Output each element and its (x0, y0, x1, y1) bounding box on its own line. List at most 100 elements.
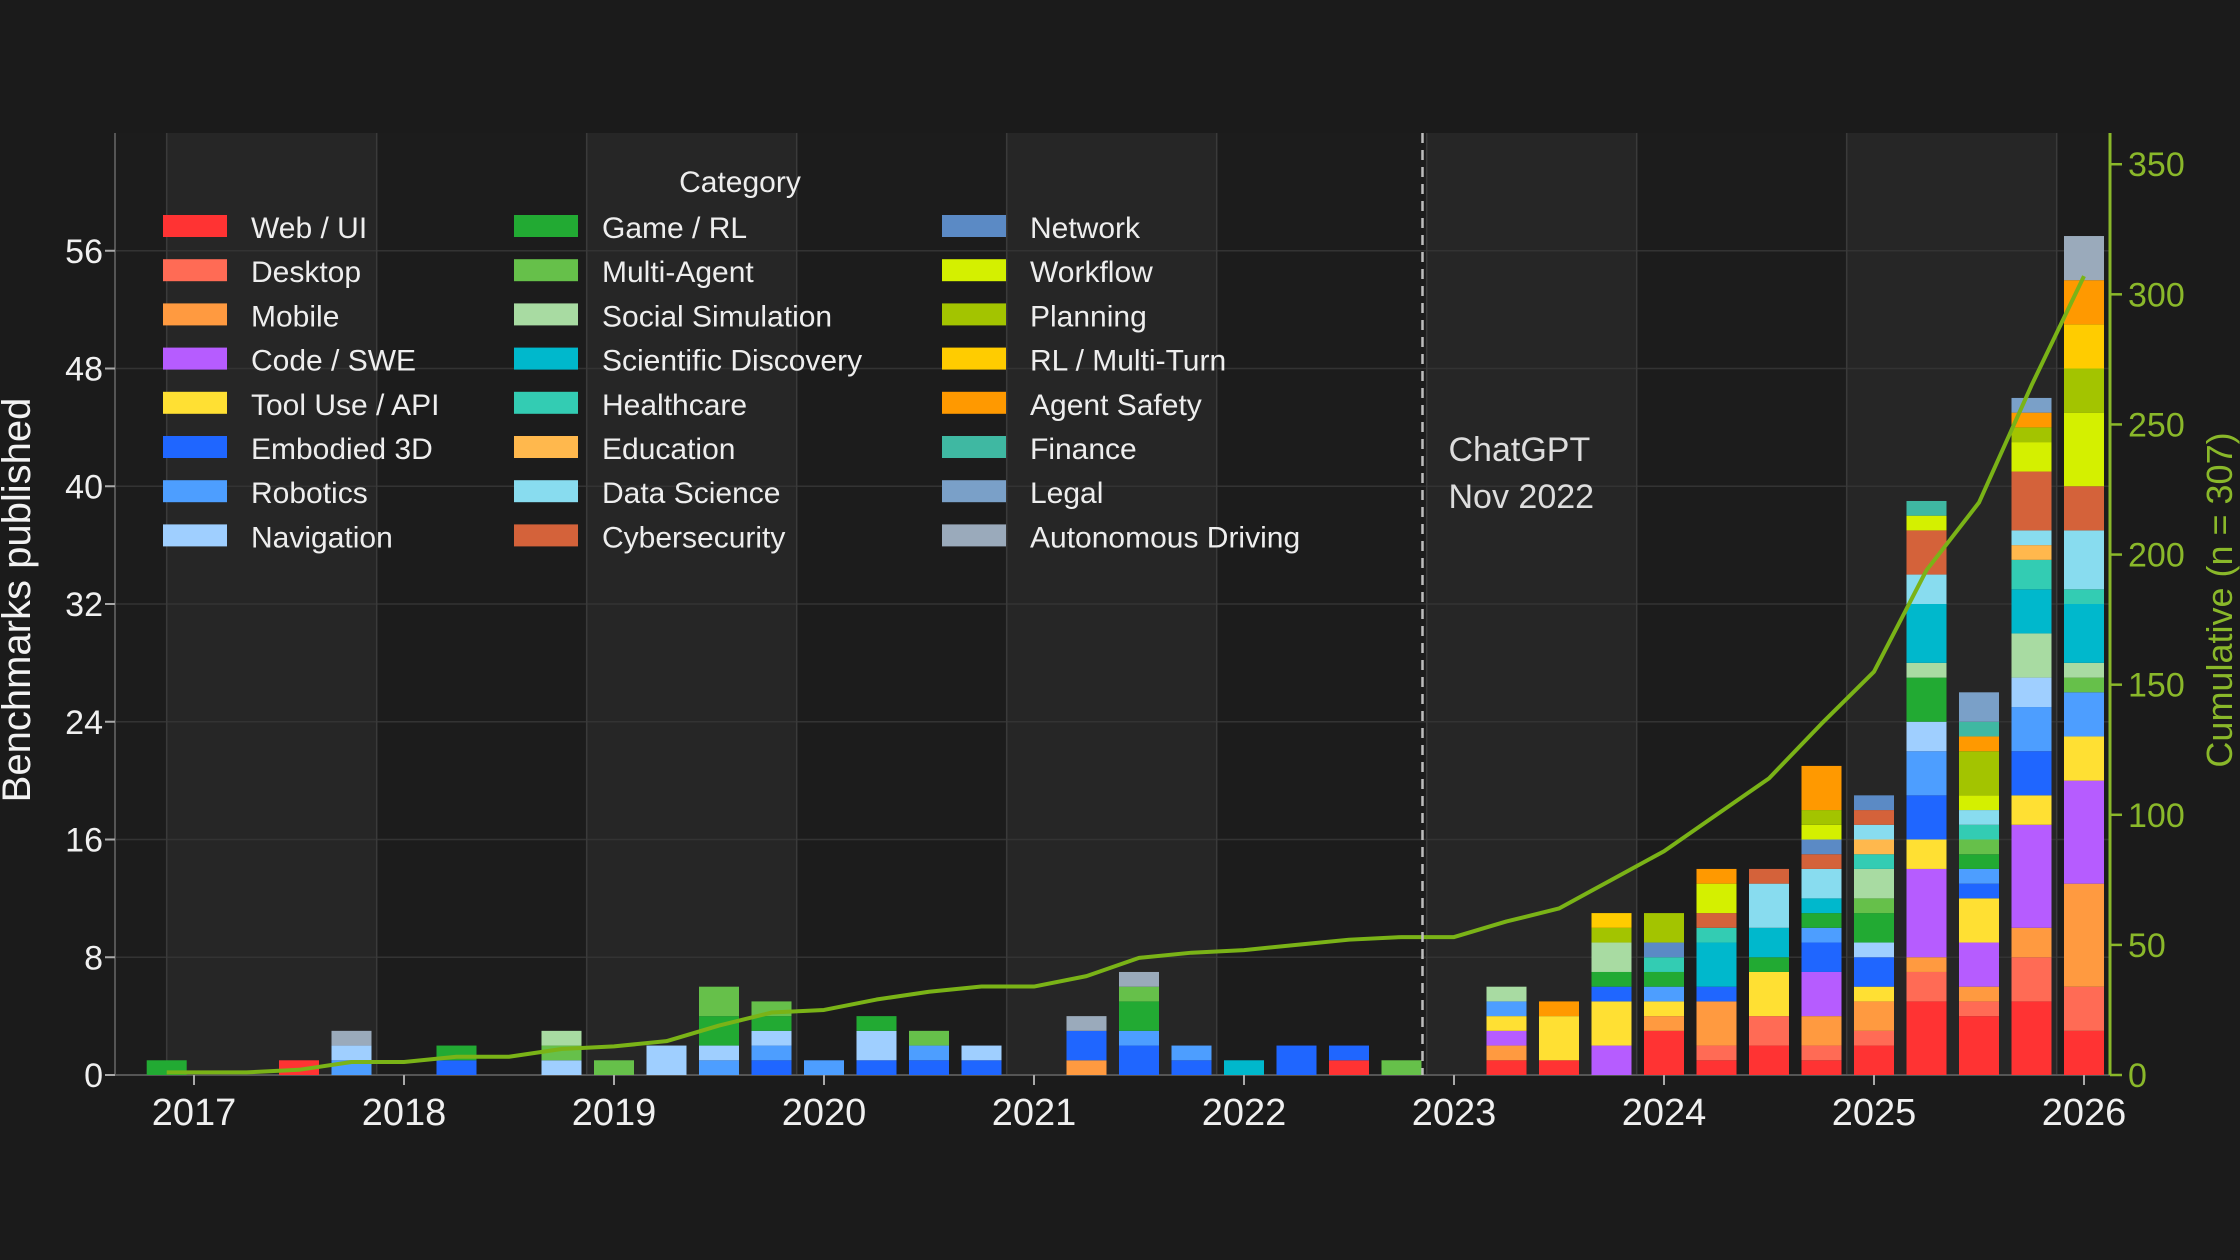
bar-segment (961, 1060, 1002, 1075)
x-tick-label: 2020 (782, 1092, 867, 1134)
bar-segment (961, 1045, 1002, 1061)
bar-stack (1801, 765, 1842, 1075)
bar-segment (1591, 1045, 1632, 1075)
bar-segment (751, 1045, 792, 1061)
x-tick-label: 2024 (1622, 1092, 1707, 1134)
bar-segment (2064, 604, 2104, 663)
legend-swatch (163, 436, 227, 458)
bar-segment (2011, 707, 2052, 752)
bar-segment (2011, 633, 2052, 678)
bar-segment (1906, 971, 1947, 1002)
bar-segment (2011, 927, 2052, 958)
bar-segment (331, 1030, 372, 1046)
bar-stack (2064, 236, 2104, 1075)
bar-segment (1854, 957, 1894, 987)
legend-swatch (514, 480, 578, 503)
legend-label: Game / RL (602, 212, 747, 245)
bar-stack (1539, 1001, 1579, 1075)
x-tick-label: 2017 (152, 1092, 237, 1134)
bar-segment (699, 986, 739, 1017)
bar-stack (1486, 986, 1527, 1075)
y2-tick-label: 250 (2128, 406, 2185, 444)
bar-segment (2011, 957, 2052, 1002)
legend-label: Planning (1030, 300, 1147, 333)
bar-segment (2064, 692, 2104, 737)
x-tick-label: 2018 (362, 1092, 447, 1134)
x-tick-label: 2026 (2042, 1092, 2127, 1134)
bar-segment (1801, 898, 1842, 914)
bar-segment (1486, 1001, 1527, 1017)
bar-segment (1959, 751, 1999, 796)
bar-segment (1959, 839, 1999, 855)
bar-segment (2011, 471, 2052, 531)
legend-label: Web / UI (251, 212, 367, 245)
legend-swatch (514, 391, 578, 414)
bar-stack (1906, 500, 1947, 1075)
bar-segment (1644, 957, 1684, 972)
legend-label: Robotics (251, 477, 368, 510)
bar-segment (2064, 736, 2104, 781)
bar-segment (1171, 1045, 1212, 1061)
y2-tick-label: 0 (2128, 1057, 2147, 1095)
bar-segment (1854, 1045, 1894, 1075)
bar-segment (2011, 427, 2052, 443)
bar-segment (2064, 780, 2104, 884)
legend-label: Tool Use / API (251, 389, 439, 422)
bar-segment (1854, 839, 1894, 855)
bar-segment (2064, 677, 2104, 693)
bar-segment (1801, 810, 1842, 825)
bar-segment (1591, 986, 1632, 1002)
y-tick-label: 0 (84, 1057, 103, 1095)
bar-segment (1854, 1030, 1894, 1046)
legend-swatch (942, 215, 1006, 237)
bar-segment (2064, 486, 2104, 531)
bar-segment (1696, 1001, 1737, 1046)
legend-swatch (942, 436, 1006, 458)
bar-stack (1696, 868, 1737, 1075)
bar-segment (1119, 971, 1159, 987)
bar-segment (909, 1060, 949, 1075)
bar-segment (1591, 971, 1632, 987)
bar-segment (1959, 883, 1999, 899)
bar-segment (2011, 589, 2052, 634)
bar-segment (1644, 971, 1684, 987)
legend-label: Network (1030, 212, 1141, 245)
bar-segment (2064, 324, 2104, 369)
bar-segment (1066, 1030, 1107, 1061)
bar-stack (1066, 1016, 1107, 1075)
bar-stack (2011, 397, 2052, 1075)
legend-label: Multi-Agent (602, 256, 754, 289)
bar-segment (1959, 942, 1999, 987)
bar-segment (1801, 854, 1842, 869)
legend-label: Code / SWE (251, 345, 416, 378)
bar-segment (1906, 677, 1947, 722)
stacked-bars (146, 236, 2104, 1075)
bar-stack (1644, 913, 1684, 1075)
bar-segment (1381, 1060, 1422, 1075)
y2-tick-label: 150 (2128, 667, 2185, 705)
bar-segment (1539, 1001, 1579, 1017)
legend-swatch (163, 303, 227, 326)
bar-stack (856, 1016, 897, 1075)
bar-segment (856, 1016, 897, 1031)
bar-segment (1644, 1001, 1684, 1017)
bar-segment (646, 1045, 687, 1075)
legend-swatch (163, 347, 227, 370)
y-tick-label: 32 (65, 586, 103, 624)
legend-label: Workflow (1030, 256, 1153, 289)
legend-swatch (514, 215, 578, 237)
legend-label: Legal (1030, 477, 1103, 510)
legend-label: Navigation (251, 521, 393, 554)
bar-stack (1381, 1060, 1422, 1075)
bar-segment (1696, 913, 1737, 928)
bar-segment (2064, 412, 2104, 487)
bar-segment (1854, 898, 1894, 914)
legend-swatch (514, 436, 578, 458)
y2-tick-label: 350 (2128, 146, 2185, 184)
bar-segment (1171, 1060, 1212, 1075)
y-tick-label: 8 (84, 939, 103, 977)
bar-segment (1539, 1060, 1579, 1075)
bar-segment (1066, 1016, 1107, 1031)
bar-segment (1906, 500, 1947, 516)
legend-swatch (942, 480, 1006, 503)
